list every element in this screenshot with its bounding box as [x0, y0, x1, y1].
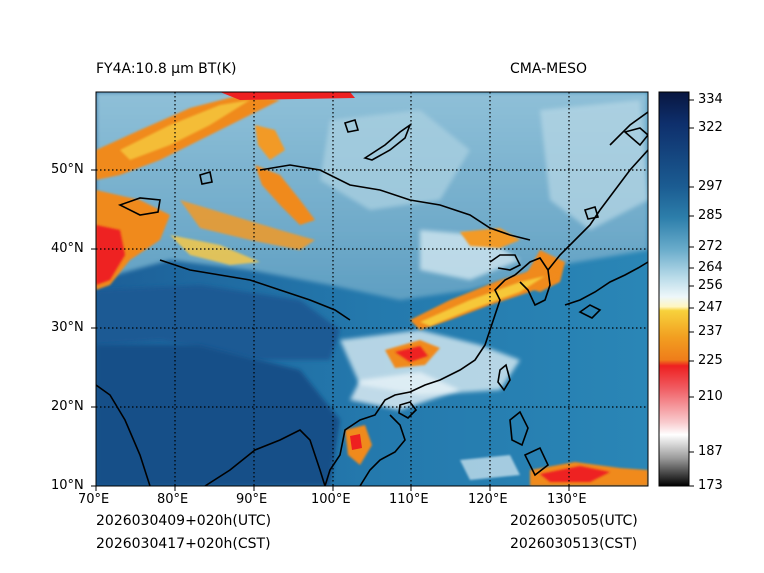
lat-label: 50°N	[51, 162, 84, 177]
colorbar-label: 210	[698, 389, 723, 404]
init-time-utc: 2026030409+020h(UTC)	[96, 513, 272, 529]
colorbar-label: 322	[698, 120, 723, 135]
colorbar-label: 272	[698, 239, 723, 254]
axis-ticks	[91, 169, 570, 491]
colorbar-label: 187	[698, 444, 723, 459]
colorbar-label: 247	[698, 300, 723, 315]
lon-label: 110°E	[389, 492, 429, 507]
satellite-imagery	[96, 92, 648, 486]
colorbar-ticks	[689, 99, 694, 487]
colorbar-label: 334	[698, 92, 723, 107]
colorbar-label: 285	[698, 208, 723, 223]
lon-label: 90°E	[236, 492, 268, 507]
colorbar-label: 173	[698, 478, 723, 493]
lat-label: 10°N	[51, 478, 84, 493]
lat-label: 30°N	[51, 320, 84, 335]
lon-label: 70°E	[78, 492, 110, 507]
colorbar-label: 225	[698, 353, 723, 368]
lon-label: 80°E	[157, 492, 189, 507]
valid-time-utc: 2026030505(UTC)	[510, 513, 638, 529]
valid-time-cst: 2026030513(CST)	[510, 536, 638, 552]
colorbar-frame	[658, 91, 690, 487]
lat-label: 20°N	[51, 399, 84, 414]
lon-label: 130°E	[547, 492, 587, 507]
map-frame	[95, 91, 649, 487]
lon-label: 100°E	[311, 492, 351, 507]
map-title: FY4A:10.8 µm BT(K)	[96, 61, 237, 77]
init-time-cst: 2026030417+020h(CST)	[96, 536, 271, 552]
colorbar-label: 256	[698, 278, 723, 293]
colorbar-label: 297	[698, 179, 723, 194]
colorbar-label: 264	[698, 260, 723, 275]
coastlines	[96, 111, 648, 486]
graticule	[96, 92, 648, 486]
colorbar-gradient	[659, 92, 689, 486]
lat-label: 40°N	[51, 241, 84, 256]
lon-label: 120°E	[468, 492, 508, 507]
colorbar-label: 237	[698, 324, 723, 339]
model-name: CMA-MESO	[510, 61, 588, 77]
